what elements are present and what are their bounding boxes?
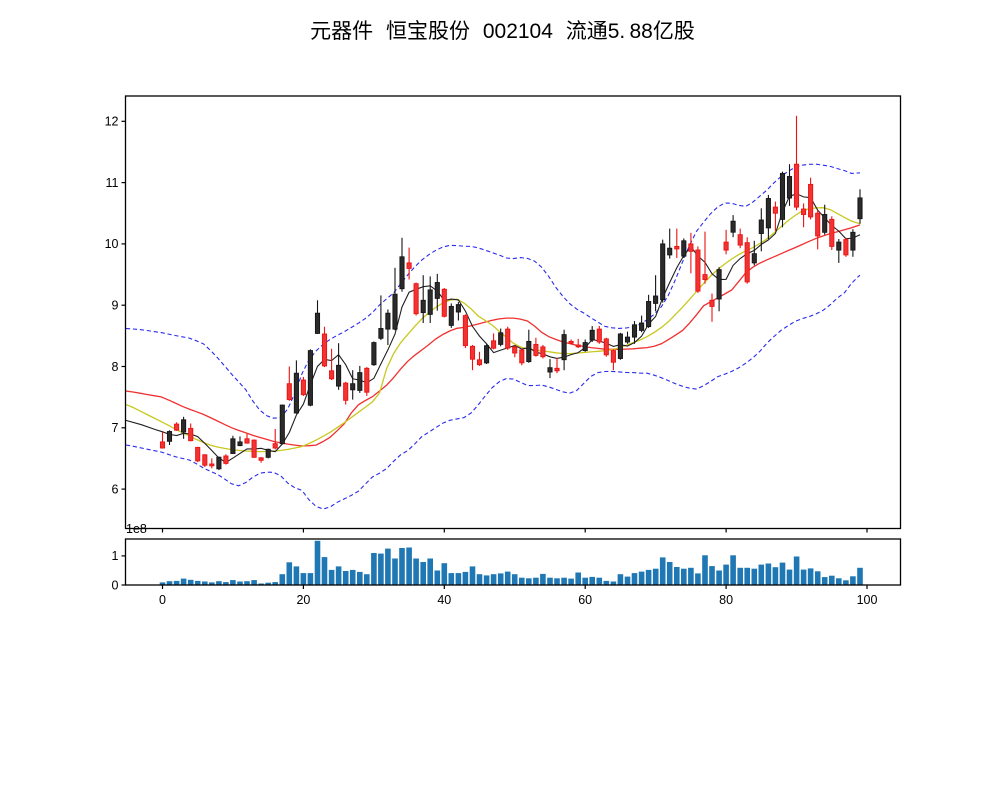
svg-text:8: 8 [112, 360, 119, 374]
svg-text:11: 11 [106, 176, 119, 190]
svg-text:100: 100 [857, 593, 878, 607]
svg-text:80: 80 [719, 593, 733, 607]
svg-text:0: 0 [159, 593, 166, 607]
svg-text:6: 6 [112, 482, 119, 496]
svg-text:10: 10 [105, 237, 119, 251]
svg-text:12: 12 [105, 115, 119, 129]
svg-text:20: 20 [296, 593, 310, 607]
svg-text:9: 9 [112, 299, 119, 313]
svg-text:1e8: 1e8 [126, 522, 147, 536]
svg-text:0: 0 [112, 578, 119, 592]
svg-text:60: 60 [578, 593, 592, 607]
svg-text:1: 1 [112, 549, 119, 563]
svg-text:7: 7 [112, 421, 119, 435]
svg-text:40: 40 [437, 593, 451, 607]
